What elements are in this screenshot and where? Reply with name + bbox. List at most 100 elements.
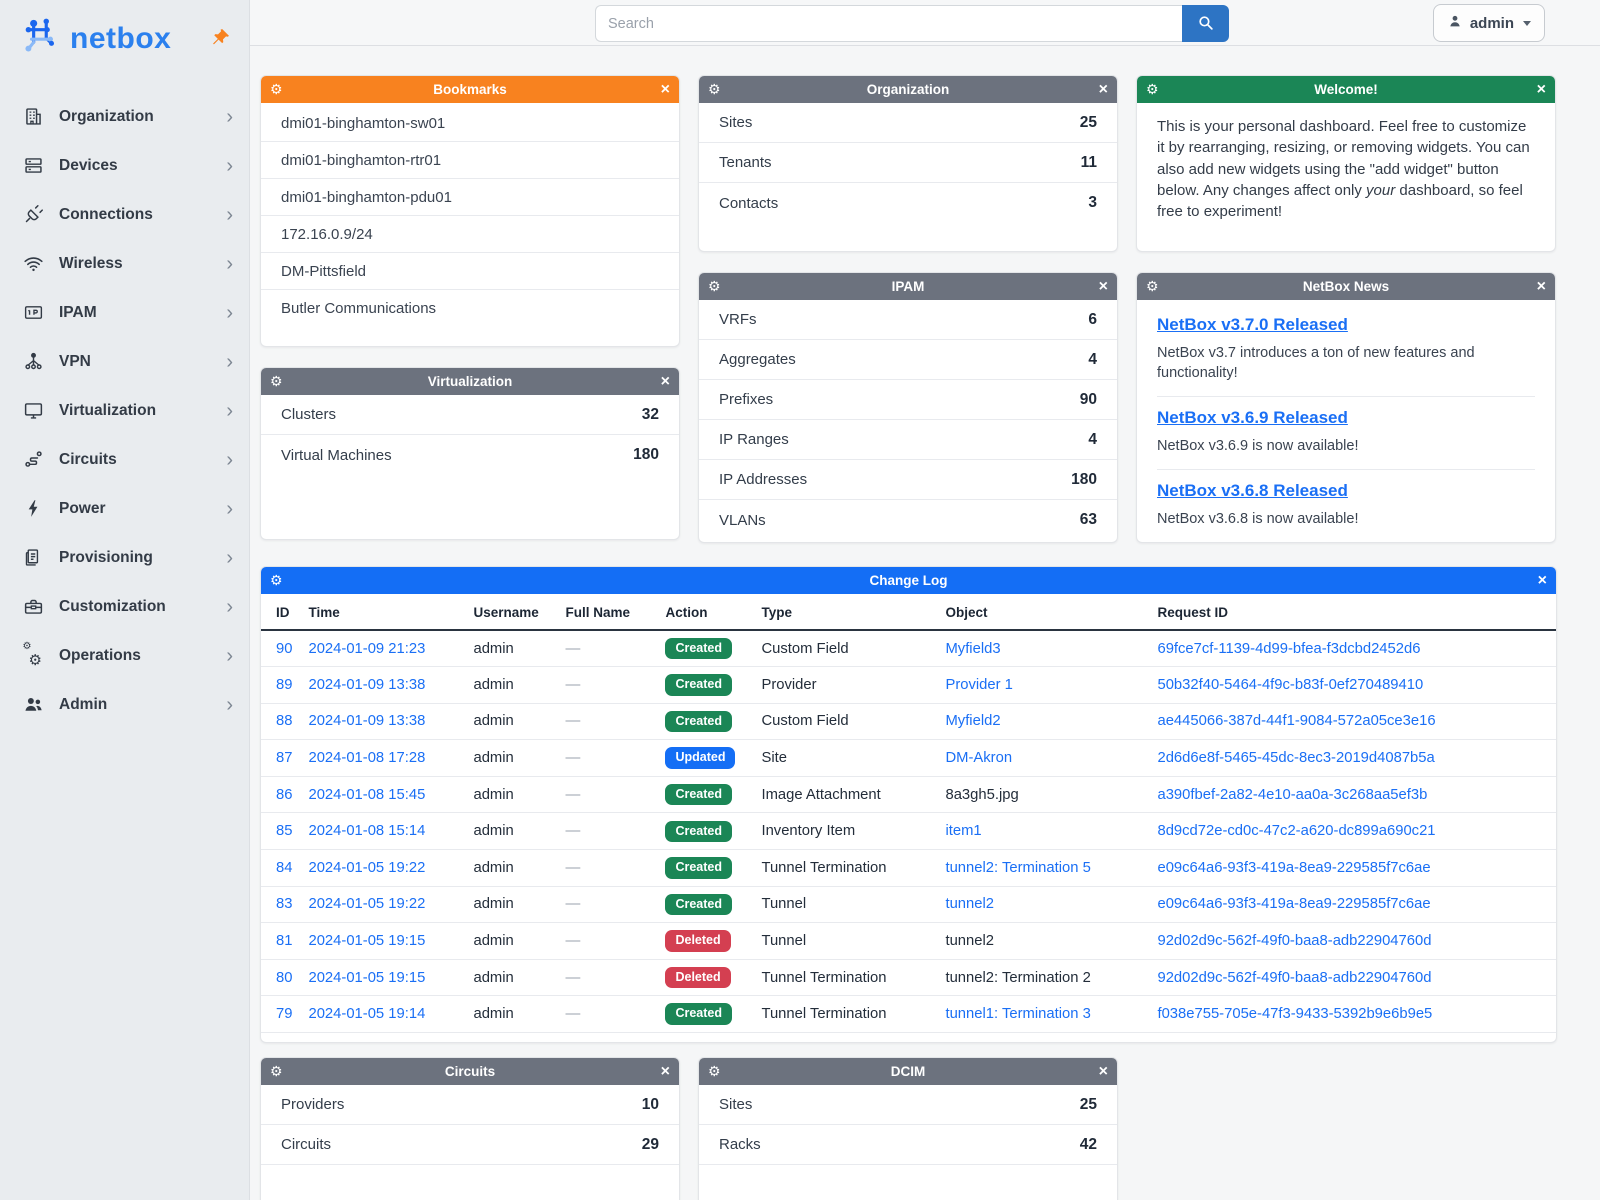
dcim-stat-row[interactable]: Racks 42 — [699, 1125, 1117, 1165]
changelog-time-link[interactable]: 2024-01-05 19:22 — [308, 859, 426, 876]
close-icon[interactable]: × — [1099, 76, 1108, 103]
changelog-time-link[interactable]: 2024-01-05 19:22 — [308, 896, 426, 913]
virtualization-stat-row[interactable]: Virtual Machines 180 — [261, 435, 679, 475]
sidebar-item-provisioning[interactable]: Provisioning › — [0, 533, 249, 582]
bookmark-item[interactable]: dmi01-binghamton-rtr01 — [261, 142, 679, 179]
circuits-stat-row[interactable]: Providers 10 — [261, 1085, 679, 1125]
changelog-object-link[interactable]: Myfield3 — [945, 640, 1001, 657]
gear-icon[interactable]: ⚙ — [708, 273, 721, 300]
ipam-stat-row[interactable]: IP Ranges 4 — [699, 420, 1117, 460]
changelog-id-link[interactable]: 84 — [276, 859, 293, 876]
bookmark-item[interactable]: DM-Pittsfield — [261, 253, 679, 290]
changelog-time-link[interactable]: 2024-01-08 17:28 — [308, 750, 426, 767]
bookmark-item[interactable]: dmi01-binghamton-sw01 — [261, 105, 679, 142]
changelog-object-link[interactable]: tunnel1: Termination 3 — [945, 1006, 1091, 1023]
changelog-time-link[interactable]: 2024-01-08 15:14 — [308, 823, 426, 840]
organization-stat-row[interactable]: Sites 25 — [699, 103, 1117, 143]
search-button[interactable] — [1182, 5, 1229, 42]
changelog-time-link[interactable]: 2024-01-08 15:45 — [308, 786, 426, 803]
changelog-id-link[interactable]: 86 — [276, 786, 293, 803]
ipam-stat-row[interactable]: IP Addresses 180 — [699, 460, 1117, 500]
changelog-request-link[interactable]: 50b32f40-5464-4f9c-b83f-0ef270489410 — [1157, 676, 1424, 693]
changelog-request-link[interactable]: 92d02d9c-562f-49f0-baa8-adb22904760d — [1157, 969, 1432, 986]
news-link[interactable]: NetBox v3.6.9 Released — [1157, 408, 1348, 427]
changelog-time-link[interactable]: 2024-01-05 19:15 — [308, 969, 426, 986]
gear-icon[interactable]: ⚙ — [270, 1058, 283, 1085]
circuits-stat-row[interactable]: Circuits 29 — [261, 1125, 679, 1165]
virtualization-stat-row[interactable]: Clusters 32 — [261, 395, 679, 435]
changelog-object-link[interactable]: DM-Akron — [945, 750, 1013, 767]
close-icon[interactable]: × — [1537, 76, 1546, 103]
sidebar-item-circuits[interactable]: Circuits › — [0, 435, 249, 484]
changelog-id-link[interactable]: 87 — [276, 750, 293, 767]
changelog-id-link[interactable]: 80 — [276, 969, 293, 986]
close-icon[interactable]: × — [1099, 1058, 1108, 1085]
changelog-id-link[interactable]: 79 — [276, 1006, 293, 1023]
gear-icon[interactable]: ⚙ — [708, 1058, 721, 1085]
changelog-object-link[interactable]: item1 — [945, 823, 982, 840]
sidebar-item-organization[interactable]: Organization › — [0, 92, 249, 141]
changelog-time-link[interactable]: 2024-01-05 19:15 — [308, 933, 426, 950]
changelog-object-link[interactable]: Myfield2 — [945, 713, 1001, 730]
changelog-request-link[interactable]: e09c64a6-93f3-419a-8ea9-229585f7c6ae — [1157, 859, 1431, 876]
sidebar-item-devices[interactable]: Devices › — [0, 141, 249, 190]
changelog-id-link[interactable]: 89 — [276, 676, 293, 693]
sidebar-item-power[interactable]: Power › — [0, 484, 249, 533]
changelog-request-link[interactable]: 8d9cd72e-cd0c-47c2-a620-dc899a690c21 — [1157, 823, 1436, 840]
bookmark-item[interactable]: 172.16.0.9/24 — [261, 216, 679, 253]
news-link[interactable]: NetBox v3.7.0 Released — [1157, 315, 1348, 334]
changelog-time-link[interactable]: 2024-01-05 19:14 — [308, 1006, 426, 1023]
sidebar-item-vpn[interactable]: VPN › — [0, 337, 249, 386]
ipam-stat-row[interactable]: Aggregates 4 — [699, 340, 1117, 380]
close-icon[interactable]: × — [661, 76, 670, 103]
changelog-id-link[interactable]: 85 — [276, 823, 293, 840]
ipam-stat-row[interactable]: VRFs 6 — [699, 300, 1117, 340]
close-icon[interactable]: × — [1537, 273, 1546, 300]
organization-stat-row[interactable]: Contacts 3 — [699, 183, 1117, 223]
changelog-time-link[interactable]: 2024-01-09 13:38 — [308, 713, 426, 730]
changelog-id-link[interactable]: 81 — [276, 933, 293, 950]
sidebar-item-connections[interactable]: Connections › — [0, 190, 249, 239]
changelog-id-link[interactable]: 83 — [276, 896, 293, 913]
dcim-stat-row[interactable]: Sites 25 — [699, 1085, 1117, 1125]
changelog-request-link[interactable]: e09c64a6-93f3-419a-8ea9-229585f7c6ae — [1157, 896, 1431, 913]
sidebar-item-admin[interactable]: Admin › — [0, 680, 249, 729]
gear-icon[interactable]: ⚙ — [1146, 76, 1159, 103]
changelog-id-link[interactable]: 88 — [276, 713, 293, 730]
changelog-request-link[interactable]: 92d02d9c-562f-49f0-baa8-adb22904760d — [1157, 933, 1432, 950]
organization-stat-row[interactable]: Tenants 11 — [699, 143, 1117, 183]
bookmark-item[interactable]: Butler Communications — [281, 300, 437, 317]
news-link[interactable]: NetBox v3.6.8 Released — [1157, 481, 1348, 500]
sidebar-item-operations[interactable]: ⚙ ⚙ Operations › — [0, 631, 249, 680]
ipam-stat-row[interactable]: VLANs 63 — [699, 500, 1117, 540]
gear-icon[interactable]: ⚙ — [270, 567, 283, 594]
changelog-object-link[interactable]: tunnel2: Termination 5 — [945, 859, 1091, 876]
changelog-time-link[interactable]: 2024-01-09 21:23 — [308, 640, 426, 657]
changelog-object-link[interactable]: Provider 1 — [945, 676, 1013, 693]
gear-icon[interactable]: ⚙ — [270, 368, 283, 395]
sidebar-item-ipam[interactable]: IPAM › — [0, 288, 249, 337]
sidebar-item-virtualization[interactable]: Virtualization › — [0, 386, 249, 435]
bookmark-item[interactable]: dmi01-binghamton-pdu01 — [261, 179, 679, 216]
changelog-id-link[interactable]: 90 — [276, 640, 293, 657]
gear-icon[interactable]: ⚙ — [270, 76, 283, 103]
pin-sidebar-button[interactable] — [209, 25, 233, 52]
changelog-request-link[interactable]: 2d6d6e8f-5465-45dc-8ec3-2019d4087b5a — [1157, 750, 1435, 767]
changelog-time-link[interactable]: 2024-01-09 13:38 — [308, 676, 426, 693]
netbox-logo[interactable]: netbox — [20, 15, 171, 62]
sidebar-item-customization[interactable]: Customization › — [0, 582, 249, 631]
gear-icon[interactable]: ⚙ — [708, 76, 721, 103]
search-input[interactable] — [595, 5, 1182, 42]
changelog-object-link[interactable]: tunnel2 — [945, 896, 995, 913]
user-menu-button[interactable]: admin — [1432, 4, 1545, 42]
changelog-request-link[interactable]: ae445066-387d-44f1-9084-572a05ce3e16 — [1157, 713, 1436, 730]
close-icon[interactable]: × — [1099, 273, 1108, 300]
changelog-request-link[interactable]: a390fbef-2a82-4e10-aa0a-3c268aa5ef3b — [1157, 786, 1428, 803]
ipam-stat-row[interactable]: Prefixes 90 — [699, 380, 1117, 420]
close-icon[interactable]: × — [661, 1058, 670, 1085]
sidebar-item-wireless[interactable]: Wireless › — [0, 239, 249, 288]
gear-icon[interactable]: ⚙ — [1146, 273, 1159, 300]
close-icon[interactable]: × — [1538, 567, 1547, 594]
changelog-request-link[interactable]: f038e755-705e-47f3-9433-5392b9e6b9e5 — [1157, 1006, 1433, 1023]
close-icon[interactable]: × — [661, 368, 670, 395]
